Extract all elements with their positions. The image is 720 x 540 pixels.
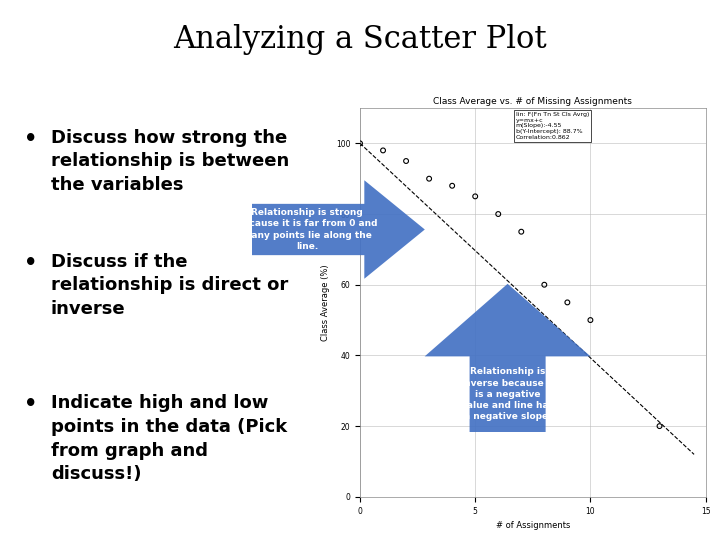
- Text: •: •: [24, 253, 37, 273]
- Text: Analyzing a Scatter Plot: Analyzing a Scatter Plot: [174, 24, 546, 55]
- Text: •: •: [24, 129, 37, 148]
- Point: [539, 280, 550, 289]
- Text: Discuss if the
relationship is direct or
inverse: Discuss if the relationship is direct or…: [51, 253, 288, 318]
- Text: Relationship is strong
because it is far from 0 and
many points lie along the
li: Relationship is strong because it is far…: [237, 208, 377, 251]
- Point: [377, 146, 389, 155]
- Text: Relationship is
inverse because it
is a negative
value and line has
a negative s: Relationship is inverse because it is a …: [461, 368, 554, 421]
- Point: [400, 157, 412, 165]
- Y-axis label: Class Average (%): Class Average (%): [321, 264, 330, 341]
- X-axis label: # of Assignments: # of Assignments: [495, 521, 570, 530]
- Point: [446, 181, 458, 190]
- Point: [469, 192, 481, 201]
- Point: [585, 316, 596, 325]
- Text: Discuss how strong the
relationship is between
the variables: Discuss how strong the relationship is b…: [51, 129, 289, 194]
- Point: [492, 210, 504, 218]
- Point: [354, 139, 366, 147]
- Text: Indicate high and low
points in the data (Pick
from graph and
discuss!): Indicate high and low points in the data…: [51, 394, 287, 483]
- Point: [654, 422, 665, 430]
- Text: lin: F(Fn Tn St Cls Avrg)
y=mx+c
m(Slope):-4.55
b(Y-Intercept): 88.7%
Correlatio: lin: F(Fn Tn St Cls Avrg) y=mx+c m(Slope…: [516, 112, 589, 140]
- Point: [423, 174, 435, 183]
- Text: •: •: [24, 394, 37, 414]
- Title: Class Average vs. # of Missing Assignments: Class Average vs. # of Missing Assignmen…: [433, 97, 632, 106]
- Point: [516, 227, 527, 236]
- Polygon shape: [252, 180, 425, 279]
- Point: [562, 298, 573, 307]
- Polygon shape: [425, 284, 590, 432]
